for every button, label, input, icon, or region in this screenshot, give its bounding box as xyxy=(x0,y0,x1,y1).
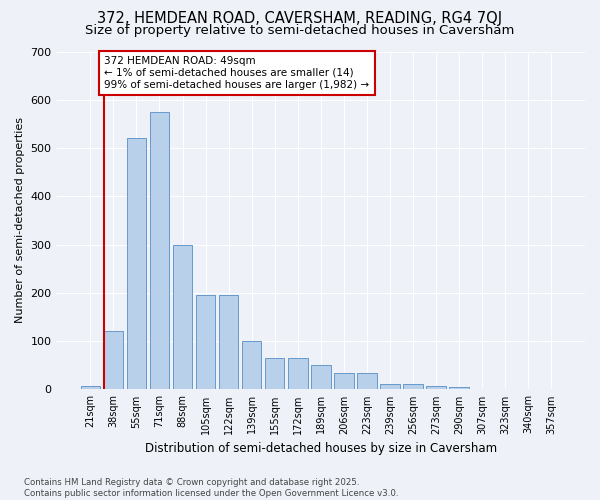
Bar xyxy=(426,386,446,390)
X-axis label: Distribution of semi-detached houses by size in Caversham: Distribution of semi-detached houses by … xyxy=(145,442,497,455)
Bar xyxy=(149,112,169,390)
Text: 372 HEMDEAN ROAD: 49sqm
← 1% of semi-detached houses are smaller (14)
99% of sem: 372 HEMDEAN ROAD: 49sqm ← 1% of semi-det… xyxy=(104,56,370,90)
Bar xyxy=(127,138,146,390)
Bar xyxy=(173,244,193,390)
Bar xyxy=(449,387,469,390)
Bar xyxy=(242,341,262,390)
Bar xyxy=(357,372,377,390)
Bar xyxy=(380,384,400,390)
Bar xyxy=(265,358,284,390)
Text: 372, HEMDEAN ROAD, CAVERSHAM, READING, RG4 7QJ: 372, HEMDEAN ROAD, CAVERSHAM, READING, R… xyxy=(97,11,503,26)
Text: Contains HM Land Registry data © Crown copyright and database right 2025.
Contai: Contains HM Land Registry data © Crown c… xyxy=(24,478,398,498)
Bar xyxy=(219,296,238,390)
Bar xyxy=(196,296,215,390)
Bar xyxy=(403,384,423,390)
Text: Size of property relative to semi-detached houses in Caversham: Size of property relative to semi-detach… xyxy=(85,24,515,37)
Bar xyxy=(311,366,331,390)
Bar xyxy=(80,386,100,390)
Bar xyxy=(288,358,308,390)
Bar xyxy=(104,332,123,390)
Y-axis label: Number of semi-detached properties: Number of semi-detached properties xyxy=(15,118,25,324)
Bar xyxy=(334,372,353,390)
